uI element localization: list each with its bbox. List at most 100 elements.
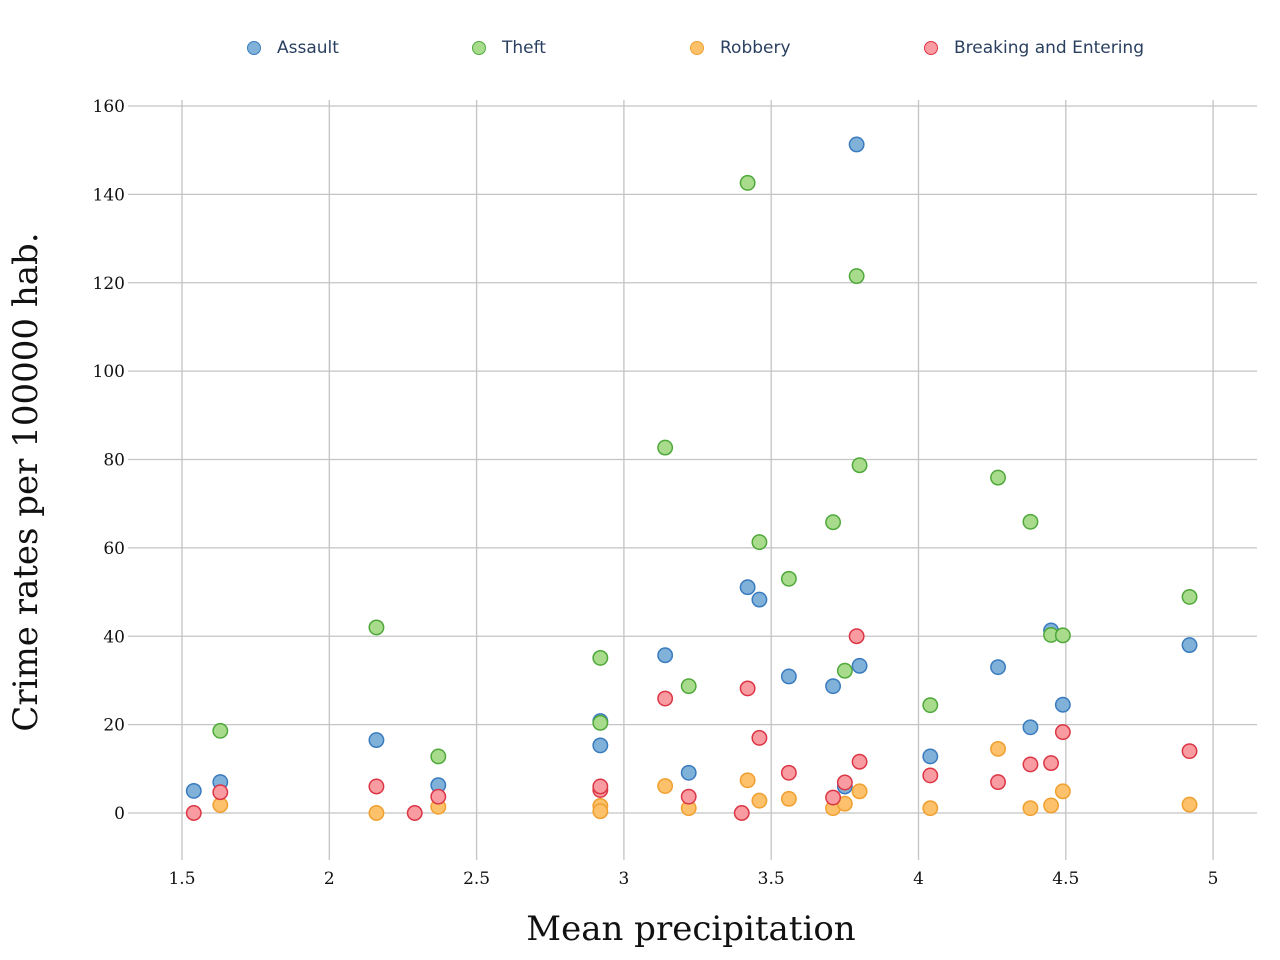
legend-marker-assault xyxy=(247,41,261,55)
point-assault[interactable] xyxy=(185,782,202,799)
point-assault[interactable] xyxy=(990,659,1006,676)
point-breaking-and-entering[interactable] xyxy=(1022,756,1039,773)
point-robbery[interactable] xyxy=(592,803,609,820)
point-assault[interactable] xyxy=(739,579,756,596)
point-robbery[interactable] xyxy=(739,772,756,789)
point-robbery[interactable] xyxy=(368,805,385,821)
point-breaking-and-entering[interactable] xyxy=(1054,724,1071,741)
point-theft[interactable] xyxy=(680,678,697,695)
point-theft[interactable] xyxy=(212,722,229,739)
y-tick-label: 120 xyxy=(93,274,125,294)
point-assault[interactable] xyxy=(680,764,697,781)
point-theft[interactable] xyxy=(825,514,842,531)
point-theft[interactable] xyxy=(851,457,868,474)
y-tick-label: 80 xyxy=(103,451,125,471)
point-assault[interactable] xyxy=(1022,719,1039,736)
point-assault[interactable] xyxy=(592,737,609,754)
point-theft[interactable] xyxy=(780,570,797,587)
point-breaking-and-entering[interactable] xyxy=(922,767,939,784)
x-tick-label: 3.5 xyxy=(758,869,785,889)
point-theft[interactable] xyxy=(1022,513,1039,530)
point-theft[interactable] xyxy=(368,619,385,636)
legend-marker-breaking-and-entering xyxy=(924,41,938,55)
y-tick-label: 60 xyxy=(103,539,125,559)
legend-item-assault[interactable]: Assault xyxy=(247,38,339,58)
point-breaking-and-entering[interactable] xyxy=(430,788,447,805)
point-theft[interactable] xyxy=(922,697,939,714)
data-points xyxy=(185,136,1198,821)
point-robbery[interactable] xyxy=(922,800,939,817)
point-breaking-and-entering[interactable] xyxy=(592,778,609,795)
point-breaking-and-entering[interactable] xyxy=(1043,755,1060,772)
y-tick-labels: 0 20 40 60 80 100 120 140 160 xyxy=(93,97,125,824)
point-theft[interactable] xyxy=(836,662,853,679)
point-theft[interactable] xyxy=(1054,627,1071,644)
x-tick-label: 4 xyxy=(913,869,924,889)
legend-item-theft[interactable]: Theft xyxy=(472,38,546,58)
point-theft[interactable] xyxy=(739,174,756,191)
point-assault[interactable] xyxy=(780,668,797,685)
point-robbery[interactable] xyxy=(751,792,768,809)
point-breaking-and-entering[interactable] xyxy=(780,764,797,781)
point-robbery[interactable] xyxy=(1054,783,1071,800)
legend-marker-theft xyxy=(472,41,486,55)
point-breaking-and-entering[interactable] xyxy=(212,784,229,801)
point-theft[interactable] xyxy=(657,439,674,456)
point-breaking-and-entering[interactable] xyxy=(1181,743,1198,760)
point-breaking-and-entering[interactable] xyxy=(185,805,202,821)
x-tick-labels: 1.5 2 2.5 3 3.5 4 4.5 5 xyxy=(168,869,1218,889)
point-assault[interactable] xyxy=(851,657,868,674)
point-assault[interactable] xyxy=(922,748,939,765)
point-robbery[interactable] xyxy=(1043,797,1060,814)
point-breaking-and-entering[interactable] xyxy=(751,729,768,746)
point-breaking-and-entering[interactable] xyxy=(990,774,1006,791)
point-breaking-and-entering[interactable] xyxy=(848,628,865,645)
point-breaking-and-entering[interactable] xyxy=(657,690,674,707)
point-robbery[interactable] xyxy=(990,740,1006,757)
point-robbery[interactable] xyxy=(851,783,868,800)
x-tick-label: 3 xyxy=(618,869,629,889)
point-theft[interactable] xyxy=(1181,588,1198,605)
point-breaking-and-entering[interactable] xyxy=(406,805,423,821)
point-robbery[interactable] xyxy=(1022,800,1039,817)
point-assault[interactable] xyxy=(848,136,865,153)
legend-label-breaking-and-entering: Breaking and Entering xyxy=(954,38,1144,58)
point-theft[interactable] xyxy=(430,748,447,765)
point-theft[interactable] xyxy=(990,469,1006,486)
point-breaking-and-entering[interactable] xyxy=(368,778,385,795)
point-breaking-and-entering[interactable] xyxy=(836,774,853,791)
point-assault[interactable] xyxy=(1181,637,1198,654)
point-theft[interactable] xyxy=(848,268,865,285)
point-breaking-and-entering[interactable] xyxy=(739,680,756,697)
point-assault[interactable] xyxy=(825,678,842,695)
legend-label-robbery: Robbery xyxy=(720,38,791,58)
x-tick-label: 2 xyxy=(324,869,335,889)
y-tick-label: 140 xyxy=(93,185,125,205)
point-assault[interactable] xyxy=(751,591,768,608)
chart-legend: Assault Theft Robbery Breaking and Enter… xyxy=(0,38,1280,64)
y-tick-label: 0 xyxy=(114,804,125,824)
point-breaking-and-entering[interactable] xyxy=(851,753,868,770)
point-theft[interactable] xyxy=(592,649,609,666)
point-assault[interactable] xyxy=(368,732,385,749)
point-breaking-and-entering[interactable] xyxy=(825,789,842,806)
point-robbery[interactable] xyxy=(1181,796,1198,813)
legend-label-theft: Theft xyxy=(502,38,546,58)
x-tick-label: 5 xyxy=(1208,869,1219,889)
point-assault[interactable] xyxy=(1054,696,1071,713)
y-tick-label: 100 xyxy=(93,362,125,382)
point-robbery[interactable] xyxy=(780,790,797,807)
point-theft[interactable] xyxy=(751,534,768,551)
legend-item-robbery[interactable]: Robbery xyxy=(690,38,791,58)
legend-item-breaking-and-entering[interactable]: Breaking and Entering xyxy=(924,38,1144,58)
x-tick-label: 4.5 xyxy=(1052,869,1079,889)
point-assault[interactable] xyxy=(657,647,674,664)
x-tick-label: 2.5 xyxy=(463,869,490,889)
y-tick-label: 20 xyxy=(103,716,125,736)
point-breaking-and-entering[interactable] xyxy=(680,788,697,805)
point-theft[interactable] xyxy=(592,714,609,731)
point-robbery[interactable] xyxy=(657,778,674,794)
y-tick-label: 40 xyxy=(103,627,125,647)
point-breaking-and-entering[interactable] xyxy=(733,805,750,821)
